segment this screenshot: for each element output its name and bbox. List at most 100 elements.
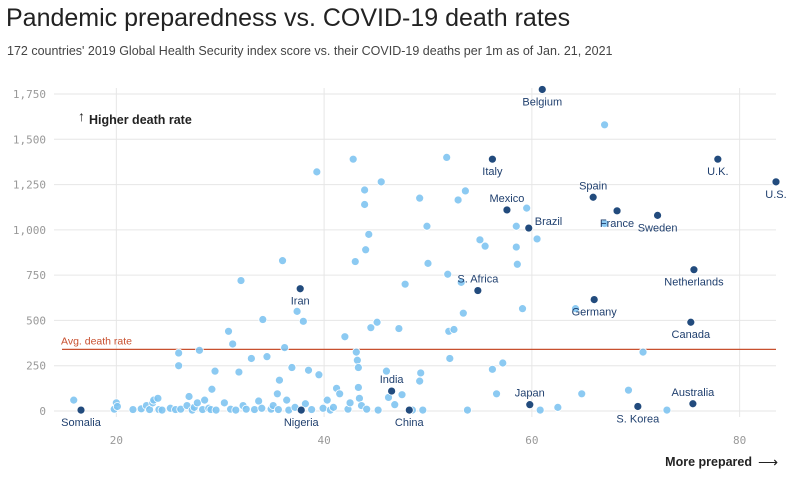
country-point	[422, 221, 432, 231]
country-point	[372, 317, 382, 327]
country-point	[350, 257, 360, 266]
country-point	[246, 354, 256, 363]
x-tick-label: 60	[525, 434, 538, 447]
country-point	[211, 405, 221, 415]
country-point	[460, 186, 470, 196]
highlighted-label: U.S.	[765, 189, 786, 201]
country-point	[443, 269, 453, 279]
country-point	[415, 376, 425, 386]
country-point	[498, 358, 508, 368]
country-point	[415, 193, 425, 203]
highlighted-label: Sweden	[638, 222, 678, 234]
country-point	[571, 304, 580, 314]
country-point	[322, 395, 332, 405]
country-point	[366, 323, 376, 333]
highlighted-point	[589, 295, 599, 304]
country-point	[262, 352, 272, 362]
country-point	[511, 221, 521, 231]
country-point	[351, 347, 361, 357]
highlighted-point	[473, 286, 483, 295]
highlighted-label: Netherlands	[664, 277, 724, 289]
y-tick-label: 500	[26, 314, 46, 327]
highlighted-point	[387, 386, 397, 396]
highlighted-point	[686, 317, 696, 327]
country-point	[231, 405, 241, 415]
country-point	[453, 195, 463, 205]
country-point	[184, 392, 194, 401]
country-point	[195, 345, 204, 355]
y-annotation: ↑ Higher death rate	[78, 108, 192, 127]
country-point	[312, 167, 322, 177]
highlighted-point	[502, 205, 512, 215]
country-point	[423, 258, 433, 268]
country-point	[278, 256, 287, 266]
country-point	[638, 347, 648, 357]
country-point	[224, 326, 233, 336]
country-point	[250, 405, 259, 414]
country-point	[376, 177, 386, 187]
highlighted-point	[76, 405, 86, 415]
x-tick-label: 20	[110, 434, 123, 447]
highlighted-point	[689, 265, 699, 275]
country-point	[522, 203, 532, 213]
country-point	[273, 405, 283, 414]
y-tick-label: 1,750	[13, 88, 46, 101]
highlighted-label: China	[395, 417, 425, 429]
country-point	[301, 399, 310, 409]
gridlines	[54, 88, 776, 417]
country-point	[352, 355, 362, 365]
country-point	[275, 375, 284, 385]
country-point	[364, 229, 374, 239]
country-point	[394, 324, 404, 333]
country-point	[445, 354, 455, 363]
country-point	[400, 279, 410, 289]
y-tick-label: 750	[26, 269, 46, 282]
highlighted-label: Somalia	[61, 417, 102, 429]
right-arrow-icon: ⟶	[758, 454, 778, 470]
highlighted-point	[487, 154, 497, 164]
country-point	[480, 241, 490, 251]
x-tick-label: 40	[317, 434, 330, 447]
country-point	[254, 396, 264, 406]
country-point	[458, 308, 468, 318]
country-point	[287, 363, 297, 372]
country-point	[128, 405, 138, 414]
country-point	[361, 245, 371, 255]
country-point	[577, 389, 587, 399]
country-point	[456, 277, 466, 287]
country-point	[553, 402, 563, 412]
country-point	[200, 395, 210, 405]
country-points	[69, 120, 672, 415]
highlighted-point	[404, 405, 414, 415]
country-point	[298, 316, 308, 326]
country-point	[353, 363, 363, 372]
country-point	[360, 185, 370, 195]
country-point	[373, 405, 383, 415]
country-point	[236, 276, 246, 285]
country-point	[345, 398, 355, 408]
country-point	[463, 405, 472, 415]
country-point	[511, 242, 521, 252]
highlighted-label: Spain	[579, 180, 607, 192]
highlighted-point	[713, 154, 723, 164]
chart-subtitle: 172 countries' 2019 Global Health Securi…	[7, 44, 613, 58]
highlighted-label: Canada	[672, 329, 711, 341]
country-point	[314, 370, 324, 380]
country-point	[174, 361, 184, 371]
highlighted-label: Brazil	[535, 216, 563, 228]
country-point	[512, 259, 522, 269]
highlighted-point	[525, 400, 535, 410]
country-point	[174, 348, 184, 358]
country-point	[518, 304, 527, 314]
axes: 0 250 500 750 1,000 1,250 1,500 1,750 20 40 60 80	[13, 88, 746, 447]
highlighted-countries: Belgium Italy U.K. U.S. Spain Mexico France Swe…	[61, 85, 787, 429]
country-point	[475, 235, 485, 245]
country-point	[112, 402, 122, 411]
y-tick-label: 250	[26, 360, 46, 373]
country-point	[307, 405, 317, 414]
country-point	[304, 365, 313, 375]
country-point	[535, 405, 545, 415]
highlighted-point	[295, 284, 305, 294]
country-point	[487, 364, 497, 374]
